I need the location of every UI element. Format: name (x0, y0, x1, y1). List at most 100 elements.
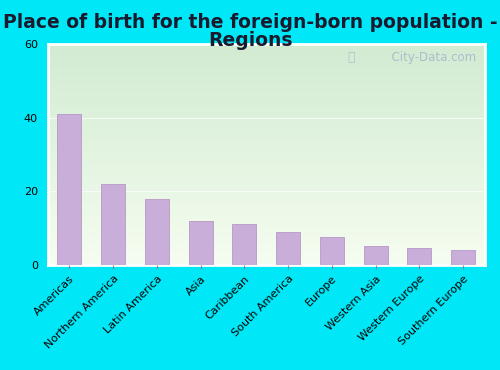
Bar (48, 115, 485, 116)
Bar (48, 49, 485, 50)
Bar (48, 169, 485, 170)
Bar (48, 154, 485, 155)
Bar (48, 199, 485, 201)
Bar (48, 83, 485, 84)
Text: City-Data.com: City-Data.com (384, 51, 476, 64)
Bar (48, 90, 485, 91)
Bar (48, 250, 485, 251)
Bar (48, 238, 485, 239)
Bar (408, 248, 432, 265)
Bar (48, 182, 485, 183)
Bar (48, 165, 485, 167)
Bar (48, 78, 485, 80)
Bar (48, 121, 485, 122)
Bar (48, 224, 485, 225)
Bar (48, 232, 485, 233)
Bar (48, 94, 485, 95)
Bar (48, 70, 485, 71)
Bar (48, 74, 485, 75)
Bar (48, 256, 485, 257)
Bar (48, 152, 485, 154)
Bar (48, 106, 485, 107)
Bar (48, 192, 485, 193)
Bar (48, 262, 485, 263)
Bar (276, 232, 300, 265)
Bar (48, 209, 485, 211)
Bar (48, 184, 485, 185)
Bar (48, 196, 485, 198)
Bar (48, 82, 485, 83)
Bar (48, 162, 485, 163)
Bar (48, 246, 485, 247)
Bar (48, 76, 485, 77)
Bar (48, 194, 485, 195)
Bar (48, 218, 485, 219)
Bar (48, 97, 485, 98)
Bar (48, 214, 485, 215)
Bar (48, 50, 485, 51)
Bar (48, 111, 485, 112)
Bar (48, 92, 485, 93)
Bar (48, 231, 485, 232)
Bar (48, 175, 485, 176)
Bar (48, 223, 485, 224)
Bar (48, 72, 485, 73)
Bar (48, 172, 485, 173)
Bar (48, 73, 485, 74)
Bar (48, 44, 485, 46)
Bar (48, 96, 485, 97)
Bar (48, 62, 485, 63)
Bar (48, 125, 485, 126)
Bar (48, 215, 485, 216)
Bar (48, 112, 485, 114)
Bar (451, 250, 475, 265)
Bar (48, 130, 485, 131)
Bar (48, 136, 485, 137)
Bar (48, 93, 485, 94)
Bar (48, 117, 485, 118)
Bar (48, 178, 485, 179)
Bar (48, 213, 485, 214)
Bar (48, 120, 485, 121)
Bar (48, 67, 485, 68)
Bar (48, 227, 485, 228)
Bar (48, 248, 485, 249)
Bar (48, 141, 485, 142)
Bar (48, 138, 485, 139)
Bar (48, 159, 485, 160)
Bar (48, 157, 485, 158)
Bar (48, 61, 485, 62)
Bar (48, 105, 485, 106)
Bar (48, 261, 485, 262)
Bar (48, 137, 485, 138)
Bar (48, 131, 485, 132)
Bar (48, 134, 485, 135)
Bar (48, 57, 485, 58)
Bar (48, 253, 485, 255)
Bar (48, 47, 485, 48)
Bar (48, 228, 485, 229)
Bar (48, 219, 485, 221)
Bar (48, 183, 485, 184)
Bar (48, 255, 485, 256)
Bar (48, 103, 485, 104)
Bar (48, 173, 485, 174)
Text: Place of birth for the foreign-born population -: Place of birth for the foreign-born popu… (2, 13, 498, 32)
Bar (48, 150, 485, 151)
Bar (48, 119, 485, 120)
Bar (48, 110, 485, 111)
Bar (48, 225, 485, 226)
Bar (48, 234, 485, 235)
Bar (48, 52, 485, 53)
Bar (188, 221, 212, 265)
Bar (48, 127, 485, 128)
Bar (48, 164, 485, 165)
Bar (48, 221, 485, 222)
Bar (48, 180, 485, 181)
Bar (48, 155, 485, 157)
Bar (48, 222, 485, 223)
Bar (48, 217, 485, 218)
Bar (48, 124, 485, 125)
Bar (48, 190, 485, 191)
Bar (48, 104, 485, 105)
